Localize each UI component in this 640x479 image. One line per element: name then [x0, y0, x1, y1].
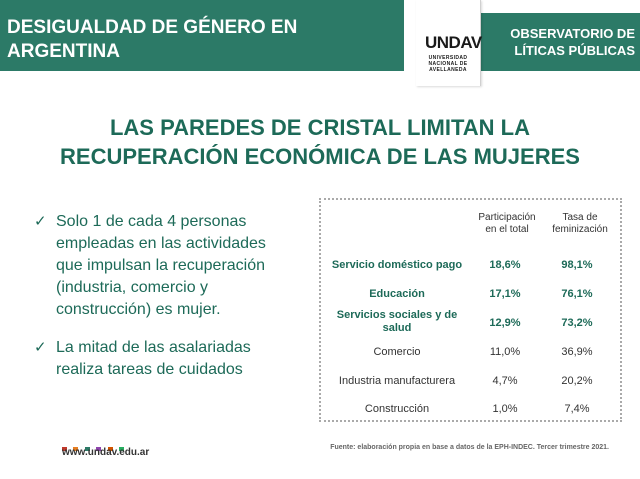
footer-color-dots — [62, 438, 126, 456]
row-label: Construcción — [364, 403, 430, 415]
bullet-list: ✓ Solo 1 de cada 4 personas empleadas en… — [34, 211, 296, 397]
color-dot — [96, 447, 102, 451]
observatorio-title: OBSERVATORIO DE LÍTICAS PÚBLICAS — [481, 25, 635, 59]
checkmark-icon: ✓ — [34, 213, 47, 230]
bullet-item: ✓ Solo 1 de cada 4 personas empleadas en… — [34, 211, 296, 321]
color-dot — [107, 447, 113, 451]
checkmark-icon: ✓ — [34, 339, 47, 356]
column-header-participacion: Participación en el total — [478, 212, 536, 235]
observatorio-title-line2: LÍTICAS PÚBLICAS — [514, 43, 635, 58]
row-participacion: 4,7% — [492, 375, 518, 387]
table-row: Servicio doméstico pago 18,6% 98,1% — [321, 259, 620, 287]
column-header-feminizacion: Tasa de feminización — [552, 212, 608, 235]
row-participacion: 1,0% — [492, 403, 518, 415]
table-row: Comercio 11,0% 36,9% — [321, 346, 620, 374]
row-label: Industria manufacturera — [338, 375, 456, 387]
row-feminizacion: 98,1% — [561, 259, 593, 271]
logo-subtitle: UNIVERSIDAD NACIONAL DE AVELLANEDA — [428, 55, 468, 73]
color-dot — [119, 447, 125, 451]
footer-url[interactable]: www.undav.edu.ar — [62, 447, 150, 458]
bullet-item: ✓ La mitad de las asalariadas realiza ta… — [34, 337, 296, 381]
data-table: Participación en el total Tasa de femini… — [319, 198, 622, 422]
source-note: Fuente: elaboración propia en base a dat… — [330, 444, 609, 451]
row-label: Educación — [369, 288, 425, 300]
row-label: Servicios sociales y de salud — [336, 309, 458, 334]
color-dot — [73, 447, 79, 451]
row-participacion: 11,0% — [489, 346, 521, 358]
header-title: DESIGUALDAD DE GÉNERO EN ARGENTINA — [7, 17, 298, 62]
undav-logo: UNDAV UNIVERSIDAD NACIONAL DE AVELLANEDA — [416, 0, 482, 86]
bullet-text: La mitad de las asalariadas realiza tare… — [56, 339, 251, 378]
header-left-banner: DESIGUALDAD DE GÉNERO EN ARGENTINA — [0, 0, 404, 71]
header-right-banner: OBSERVATORIO DE LÍTICAS PÚBLICAS — [481, 13, 640, 71]
row-participacion: 12,9% — [489, 317, 521, 329]
row-label: Servicio doméstico pago — [331, 259, 463, 271]
color-dot — [62, 447, 67, 451]
row-feminizacion: 36,9% — [561, 346, 593, 358]
bullet-text: Solo 1 de cada 4 personas empleadas en l… — [56, 213, 266, 318]
row-feminizacion: 20,2% — [561, 375, 593, 387]
row-participacion: 18,6% — [489, 259, 521, 271]
page-title-line2: RECUPERACIÓN ECONÓMICA DE LAS MUJERES — [60, 144, 580, 169]
row-feminizacion: 76,1% — [561, 288, 593, 300]
page-title-line1: LAS PAREDES DE CRISTAL LIMITAN LA — [109, 115, 531, 140]
page-title: LAS PAREDES DE CRISTAL LIMITAN LA RECUPE… — [30, 113, 610, 171]
table-row: Servicios sociales y de salud 12,9% 73,2… — [321, 309, 620, 337]
table-row: Industria manufacturera 4,7% 20,2% — [321, 375, 620, 403]
color-dot — [84, 447, 90, 451]
table-row: Educación 17,1% 76,1% — [321, 288, 620, 316]
observatorio-title-line1: OBSERVATORIO DE — [510, 26, 635, 41]
row-feminizacion: 73,2% — [561, 317, 593, 329]
row-label: Comercio — [373, 346, 421, 358]
logo-mark: UNDAV — [425, 33, 482, 52]
table-row: Construcción 1,0% 7,4% — [321, 403, 620, 431]
row-feminizacion: 7,4% — [564, 403, 590, 415]
row-participacion: 17,1% — [489, 288, 521, 300]
